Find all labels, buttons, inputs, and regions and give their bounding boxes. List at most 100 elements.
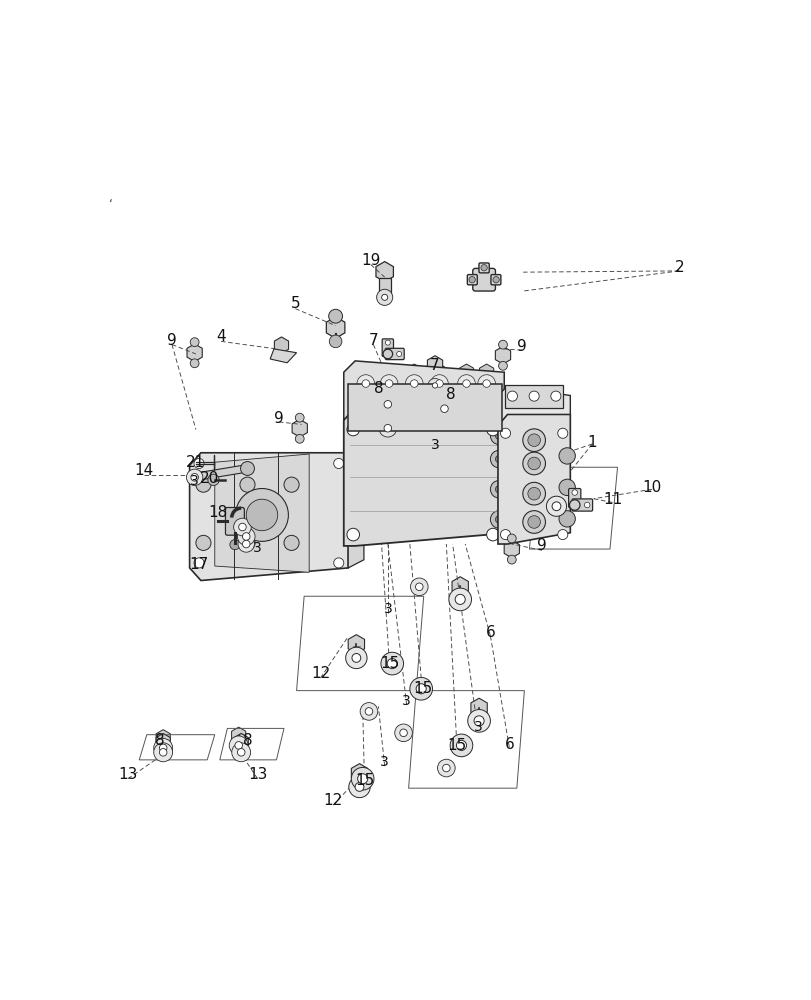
- Text: 21: 21: [186, 455, 205, 470]
- Circle shape: [467, 710, 490, 732]
- Text: 7: 7: [430, 358, 440, 373]
- Circle shape: [527, 457, 540, 470]
- Circle shape: [431, 383, 437, 388]
- Circle shape: [474, 716, 483, 726]
- Polygon shape: [375, 377, 388, 392]
- Circle shape: [396, 351, 401, 356]
- FancyBboxPatch shape: [225, 508, 244, 535]
- Circle shape: [373, 390, 389, 406]
- Polygon shape: [351, 764, 367, 783]
- Circle shape: [448, 588, 471, 611]
- Polygon shape: [422, 377, 435, 392]
- Circle shape: [284, 477, 298, 492]
- Circle shape: [355, 394, 363, 402]
- FancyBboxPatch shape: [378, 278, 390, 297]
- Circle shape: [381, 294, 387, 300]
- Text: 8: 8: [154, 733, 164, 748]
- Polygon shape: [343, 407, 504, 546]
- Circle shape: [240, 535, 255, 550]
- Circle shape: [376, 289, 393, 305]
- Circle shape: [190, 338, 199, 347]
- Polygon shape: [495, 346, 510, 364]
- Polygon shape: [437, 390, 451, 406]
- Circle shape: [394, 724, 412, 742]
- Circle shape: [456, 740, 466, 750]
- Circle shape: [410, 578, 427, 596]
- Polygon shape: [231, 727, 246, 744]
- Circle shape: [365, 708, 372, 715]
- Circle shape: [558, 448, 575, 464]
- Circle shape: [384, 401, 391, 408]
- Circle shape: [399, 729, 407, 737]
- Circle shape: [498, 361, 507, 370]
- Circle shape: [480, 265, 487, 271]
- Circle shape: [522, 482, 545, 505]
- Polygon shape: [381, 364, 396, 380]
- Text: 3: 3: [401, 694, 410, 708]
- Polygon shape: [427, 356, 442, 373]
- Circle shape: [522, 429, 545, 452]
- FancyBboxPatch shape: [467, 275, 477, 285]
- Circle shape: [550, 391, 560, 401]
- Circle shape: [527, 516, 540, 528]
- Circle shape: [483, 380, 490, 387]
- Polygon shape: [375, 262, 393, 282]
- Polygon shape: [292, 419, 307, 437]
- Text: 15: 15: [354, 773, 374, 788]
- Text: 11: 11: [602, 492, 621, 507]
- Circle shape: [385, 340, 390, 345]
- Circle shape: [351, 654, 360, 662]
- Circle shape: [380, 652, 403, 675]
- Polygon shape: [215, 454, 309, 572]
- Circle shape: [486, 423, 499, 436]
- Circle shape: [490, 480, 508, 498]
- Polygon shape: [497, 386, 569, 426]
- FancyBboxPatch shape: [348, 384, 502, 431]
- Circle shape: [490, 427, 508, 445]
- Circle shape: [242, 540, 250, 548]
- Circle shape: [435, 399, 453, 418]
- Polygon shape: [358, 364, 372, 380]
- Circle shape: [527, 434, 540, 446]
- Circle shape: [240, 462, 254, 475]
- Circle shape: [401, 394, 409, 402]
- Circle shape: [469, 277, 474, 283]
- Circle shape: [190, 359, 199, 368]
- Text: 13: 13: [247, 767, 267, 782]
- Circle shape: [522, 511, 545, 533]
- Circle shape: [410, 677, 432, 700]
- Circle shape: [362, 380, 369, 387]
- Circle shape: [328, 309, 342, 323]
- Circle shape: [383, 349, 393, 359]
- Circle shape: [235, 489, 288, 541]
- Text: 10: 10: [642, 480, 661, 495]
- Circle shape: [229, 736, 248, 755]
- Circle shape: [558, 479, 575, 496]
- Circle shape: [507, 391, 517, 401]
- Text: 5: 5: [290, 296, 300, 311]
- Circle shape: [466, 390, 483, 406]
- Text: 15: 15: [447, 738, 466, 753]
- Circle shape: [470, 394, 478, 402]
- Polygon shape: [187, 344, 202, 362]
- Circle shape: [569, 500, 579, 510]
- Text: 8: 8: [445, 387, 455, 402]
- Circle shape: [240, 477, 255, 492]
- Circle shape: [333, 458, 343, 469]
- Circle shape: [448, 394, 455, 402]
- Circle shape: [457, 375, 474, 392]
- Circle shape: [415, 583, 423, 591]
- Circle shape: [230, 540, 240, 550]
- Text: 7: 7: [368, 333, 378, 348]
- Text: 6: 6: [504, 737, 513, 752]
- Text: 1: 1: [587, 435, 596, 450]
- Text: 3: 3: [383, 602, 392, 616]
- Circle shape: [295, 434, 304, 443]
- Text: 3: 3: [190, 474, 199, 488]
- Circle shape: [153, 738, 173, 757]
- Text: 18: 18: [208, 505, 227, 520]
- Polygon shape: [468, 377, 481, 392]
- Circle shape: [357, 774, 367, 784]
- Polygon shape: [225, 472, 239, 488]
- Circle shape: [387, 659, 397, 669]
